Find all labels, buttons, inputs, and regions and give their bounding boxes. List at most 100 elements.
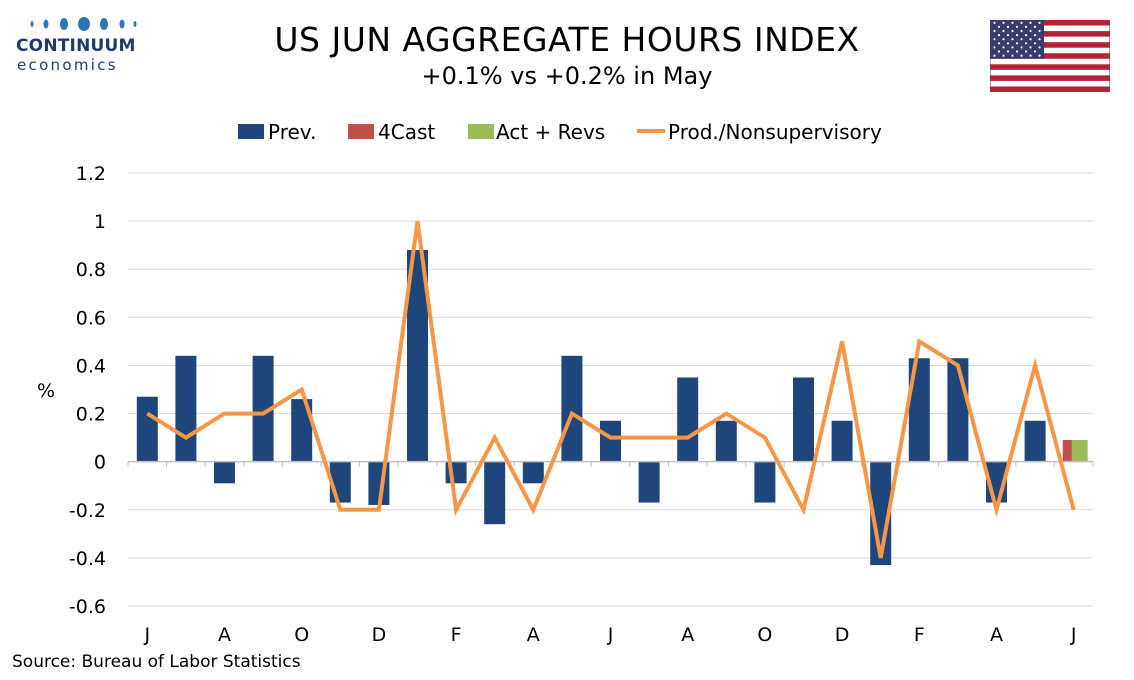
flag-star — [1038, 54, 1041, 57]
flag-star — [1029, 29, 1032, 33]
bar-prev — [947, 358, 969, 462]
legend-swatch-act — [468, 124, 494, 139]
flag-star — [1038, 38, 1041, 41]
x-tick-label: F — [914, 624, 925, 646]
bar-prev — [175, 355, 197, 462]
bar-prev — [484, 461, 506, 525]
flag-star — [1020, 21, 1023, 24]
flag-star — [1038, 21, 1041, 24]
x-tick-label: O — [757, 624, 772, 646]
bar-4cast — [1062, 440, 1073, 462]
bar-prev — [677, 377, 699, 462]
us-flag-icon — [990, 20, 1110, 92]
flag-star — [1011, 29, 1014, 33]
flag-star — [1020, 29, 1023, 33]
flag-star — [1015, 34, 1019, 37]
bars — [136, 249, 1088, 566]
bar-prev — [252, 355, 274, 462]
legend-swatch-prev — [238, 124, 264, 139]
flag-star — [1020, 38, 1023, 41]
y-axis-label: % — [37, 380, 55, 402]
flag-star — [993, 46, 996, 49]
flag-star — [1006, 42, 1010, 45]
source-note: Source: Bureau of Labor Statistics — [12, 652, 301, 672]
flag-star — [1029, 46, 1032, 49]
x-tick-label: F — [451, 624, 462, 646]
bar-prev — [754, 461, 776, 503]
flag-star — [993, 54, 996, 57]
flag-star — [1038, 46, 1041, 49]
y-tick-label: 0.6 — [76, 307, 106, 329]
bar-act-revs — [1071, 440, 1088, 462]
bar-prev — [1024, 420, 1046, 462]
flag-star — [1033, 50, 1037, 53]
flag-star — [1020, 54, 1023, 57]
flag-star — [993, 21, 996, 24]
y-tick-label: -0.6 — [69, 596, 106, 618]
bar-prev — [638, 461, 660, 503]
flag-star — [997, 34, 1001, 37]
flag-star — [993, 38, 996, 41]
y-tick-label: 1.2 — [76, 163, 106, 185]
flag-star — [997, 50, 1001, 53]
flag-star — [1015, 50, 1019, 53]
y-tick-labels: 1.2 1 0.8 0.6 0.4 0.2 0 -0.2 -0.4 -0.6 — [69, 163, 106, 618]
legend-label-4cast: 4Cast — [378, 120, 435, 144]
logo-dots-icon — [30, 17, 137, 31]
flag-star — [1011, 46, 1014, 49]
flag-star — [1024, 34, 1028, 37]
bar-prev — [600, 420, 621, 462]
flag-star — [1024, 50, 1028, 53]
flag-star — [1033, 34, 1037, 37]
y-tick-label: 0.4 — [76, 355, 106, 377]
flag-star — [1029, 38, 1032, 41]
legend: Prev. 4Cast Act + Revs Prod./Nonsupervis… — [238, 120, 882, 144]
flag-star — [997, 42, 1001, 45]
legend-swatch-4cast — [348, 124, 374, 139]
x-tick-label: J — [143, 624, 150, 646]
bar-prev — [831, 420, 853, 462]
bar-prev — [214, 461, 235, 484]
bar-prev — [136, 396, 158, 462]
y-tick-label: 0.8 — [76, 259, 106, 281]
flag-star — [1002, 46, 1005, 49]
flag-star — [1015, 25, 1019, 28]
flag-star — [1020, 46, 1023, 49]
logo-brand: CONTINUUM — [16, 36, 136, 56]
flag-star — [1011, 38, 1014, 41]
x-tick-label: D — [835, 624, 850, 646]
y-tick-label: -0.2 — [69, 500, 106, 522]
legend-label-line: Prod./Nonsupervisory — [668, 120, 882, 144]
x-tick-label: A — [218, 624, 231, 646]
line-series — [146, 220, 1076, 559]
flag-star — [1033, 42, 1037, 45]
chart-title: US JUN AGGREGATE HOURS INDEX — [274, 20, 860, 59]
x-tick-label: O — [294, 624, 309, 646]
bar-prev — [715, 420, 737, 462]
y-tick-label: -0.4 — [69, 548, 106, 570]
x-tick-label: A — [990, 624, 1003, 646]
x-tick-label: J — [607, 624, 614, 646]
flag-star — [997, 25, 1001, 28]
flag-star — [1002, 21, 1005, 24]
x-tick-label: J — [1070, 624, 1077, 646]
logo-sub: economics — [17, 56, 118, 74]
flag-star — [1015, 42, 1019, 45]
flag-star — [1006, 25, 1010, 28]
flag-star — [1024, 25, 1028, 28]
x-axis — [127, 460, 1094, 467]
chart-subtitle: +0.1% vs +0.2% in May — [421, 62, 713, 90]
y-tick-label: 0 — [94, 452, 106, 474]
flag-star — [1006, 50, 1010, 53]
line-prod-nonsupervisory — [146, 220, 1076, 559]
bar-prev — [793, 377, 814, 462]
flag-star — [1011, 54, 1014, 57]
flag-star — [1029, 21, 1032, 24]
x-tick-label: A — [527, 624, 540, 646]
flag-star — [1002, 38, 1005, 41]
continuum-logo: CONTINUUM economics — [14, 14, 137, 76]
flag-star — [1033, 25, 1037, 28]
grid-lines — [128, 172, 1093, 607]
